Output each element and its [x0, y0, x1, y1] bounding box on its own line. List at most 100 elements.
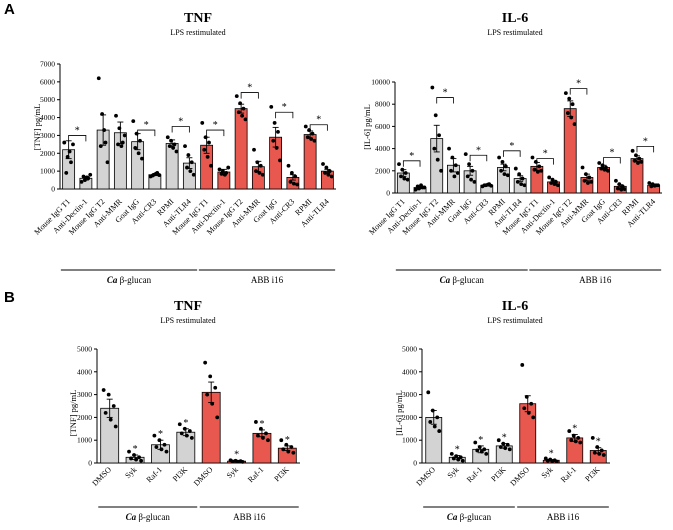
chart-b-il6: IL-6 LPS restimulated [IL-6] pg/mL 0 1000… — [394, 299, 610, 522]
data-point — [501, 441, 506, 446]
data-point — [435, 415, 440, 420]
y-tick-label: 3000 — [40, 131, 55, 140]
data-point — [171, 146, 176, 150]
data-point — [165, 135, 170, 140]
x-tick-label: DMSO — [90, 465, 113, 488]
data-point — [215, 415, 220, 420]
significance-star: * — [643, 136, 648, 147]
data-point — [329, 174, 334, 179]
data-point — [286, 449, 291, 454]
y-tick-label: 2000 — [402, 413, 417, 422]
chart-subtitle: LPS restimulated — [487, 28, 542, 37]
data-point — [482, 183, 487, 188]
data-point — [522, 183, 527, 188]
data-point — [240, 113, 245, 118]
significance-star: * — [576, 79, 581, 90]
data-point — [278, 158, 282, 163]
data-point — [103, 140, 108, 145]
chart-b-tnf: TNF LPS restimulated [TNF] pg/mL 0 1000 20… — [68, 299, 300, 522]
data-point — [157, 438, 162, 443]
significance-star: * — [282, 102, 287, 113]
group-label: ABB i16 — [233, 512, 266, 522]
data-point — [419, 183, 423, 188]
data-point — [515, 180, 520, 184]
data-point — [205, 392, 210, 397]
data-point — [217, 167, 222, 172]
data-point — [226, 165, 231, 170]
data-point — [261, 436, 265, 440]
y-axis-label: [TNF] pg/mL — [68, 390, 78, 437]
data-point — [321, 162, 325, 166]
data-point — [132, 453, 136, 457]
data-point — [639, 160, 644, 164]
data-point — [137, 455, 142, 460]
y-tick-label: 2000 — [40, 149, 55, 158]
data-point — [133, 146, 138, 150]
x-tick-label: PI3K — [171, 465, 189, 483]
y-tick-label: 2000 — [375, 166, 390, 175]
y-tick-label: 4000 — [375, 144, 390, 153]
data-point — [269, 104, 274, 109]
data-point — [449, 168, 453, 173]
significance-bracket — [68, 135, 87, 142]
bar — [563, 108, 577, 194]
data-point — [450, 155, 455, 160]
data-point — [499, 168, 504, 173]
group-label: Ca β-glucan — [126, 512, 171, 522]
significance-star: * — [455, 444, 460, 455]
data-point — [111, 404, 116, 408]
data-point — [281, 447, 286, 452]
data-point — [122, 133, 127, 138]
significance-star: * — [543, 149, 548, 160]
data-point — [505, 442, 510, 447]
significance-bracket — [402, 160, 421, 167]
data-point — [154, 445, 159, 449]
data-point — [159, 447, 164, 452]
data-point — [503, 446, 508, 451]
data-point — [102, 128, 107, 132]
data-point — [162, 442, 167, 447]
data-point — [505, 173, 510, 178]
x-tick-label: Raf-1 — [465, 465, 484, 484]
data-point — [252, 147, 256, 152]
data-point — [222, 172, 227, 177]
data-point — [460, 458, 465, 463]
data-point — [240, 459, 245, 464]
significance-bracket — [171, 126, 190, 133]
data-point — [205, 154, 210, 159]
significance-star: * — [596, 437, 601, 448]
data-point — [188, 169, 193, 174]
data-point — [470, 168, 475, 173]
group-label: Ca β-glucan — [107, 275, 152, 285]
data-point — [602, 167, 607, 172]
significance-bracket — [603, 157, 621, 164]
data-point — [291, 181, 296, 186]
data-point — [547, 175, 552, 180]
data-point — [187, 429, 192, 433]
data-point — [326, 172, 331, 177]
significance-bracket — [569, 88, 588, 95]
significance-bracket — [309, 124, 328, 131]
data-point — [463, 152, 468, 157]
data-point — [580, 165, 585, 170]
data-point — [303, 124, 308, 129]
data-point — [177, 422, 182, 427]
data-point — [496, 438, 501, 443]
data-point — [200, 121, 205, 125]
data-point — [549, 181, 554, 185]
data-point — [422, 185, 427, 190]
data-point — [140, 156, 144, 161]
data-point — [601, 453, 606, 457]
data-point — [597, 161, 602, 165]
data-point — [573, 439, 578, 444]
y-tick-label: 4000 — [402, 367, 417, 376]
data-point — [502, 172, 507, 177]
data-point — [259, 426, 263, 431]
y-tick-label: 2000 — [77, 413, 92, 422]
data-point — [437, 429, 442, 433]
data-point — [189, 160, 194, 165]
data-point — [103, 410, 108, 415]
data-point — [191, 172, 196, 177]
data-point — [257, 171, 262, 175]
